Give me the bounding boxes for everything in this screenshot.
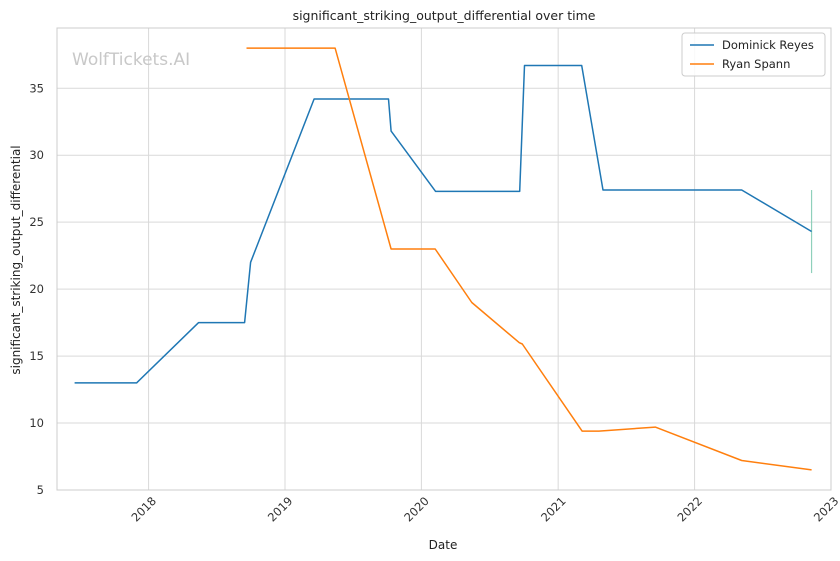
plot-frame xyxy=(56,27,832,491)
chart-title: significant_striking_output_differential… xyxy=(293,8,596,23)
y-tick-label: 35 xyxy=(29,81,44,95)
watermark: WolfTickets.AI xyxy=(72,50,190,70)
y-tick-label: 15 xyxy=(29,349,44,363)
series-line xyxy=(74,64,812,384)
series-lines xyxy=(74,47,812,471)
y-tick-label: 30 xyxy=(29,148,44,162)
legend-box xyxy=(681,32,826,77)
y-axis-ticks: 5 10 15 20 25 30 35 xyxy=(29,81,44,497)
y-tick-label: 10 xyxy=(29,416,44,430)
y-axis-label: significant_striking_output_differential xyxy=(9,145,23,374)
legend: Dominick Reyes Ryan Spann xyxy=(681,32,826,77)
series-line xyxy=(246,47,812,471)
y-tick-label: 20 xyxy=(29,282,44,296)
legend-label: Dominick Reyes xyxy=(722,38,814,52)
x-axis-label: Date xyxy=(429,538,458,552)
y-tick-label: 5 xyxy=(37,483,44,497)
legend-label: Ryan Spann xyxy=(722,57,790,71)
y-tick-label: 25 xyxy=(29,215,44,229)
